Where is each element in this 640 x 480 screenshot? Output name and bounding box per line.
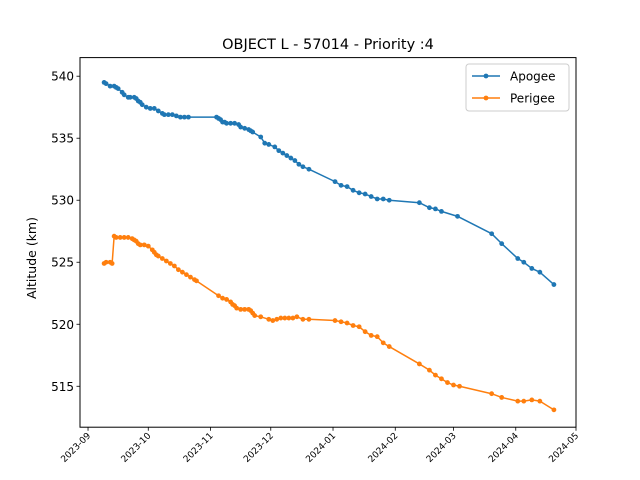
apogee-point	[122, 92, 127, 97]
apogee-point	[339, 183, 344, 188]
apogee-point	[529, 266, 534, 271]
perigee-point	[433, 373, 438, 378]
legend-perigee-label: Perigee	[510, 92, 555, 106]
perigee-point	[357, 324, 362, 329]
apogee-point	[296, 162, 301, 167]
perigee-point	[307, 317, 312, 322]
apogee-point	[104, 81, 109, 86]
apogee-point	[351, 188, 356, 193]
apogee-point	[301, 164, 306, 169]
perigee-point	[188, 275, 193, 280]
perigee-point	[369, 333, 374, 338]
apogee-point	[116, 86, 121, 91]
apogee-point	[381, 197, 386, 202]
apogee-point	[307, 167, 312, 172]
apogee-point	[284, 153, 289, 158]
perigee-point	[387, 344, 392, 349]
y-tick-label: 540	[51, 70, 74, 84]
perigee-point	[552, 407, 557, 412]
apogee-point	[375, 197, 380, 202]
legend-perigee-marker	[484, 96, 489, 101]
apogee-point	[357, 190, 362, 195]
apogee-point	[292, 158, 297, 163]
apogee-point	[156, 109, 161, 114]
perigee-point	[333, 318, 338, 323]
apogee-point	[280, 151, 285, 156]
apogee-point	[455, 214, 460, 219]
apogee-point	[250, 130, 255, 135]
perigee-point	[146, 244, 151, 249]
perigee-point	[529, 398, 534, 403]
perigee-point	[363, 329, 368, 334]
apogee-point	[433, 207, 438, 212]
perigee-point	[194, 278, 199, 283]
perigee-point	[345, 321, 350, 326]
perigee-point	[515, 399, 520, 404]
perigee-point	[110, 261, 115, 266]
perigee-point	[176, 267, 181, 272]
legend: Apogee Perigee	[466, 64, 569, 111]
perigee-point	[427, 368, 432, 373]
y-axis-label: Altitude (km)	[24, 217, 39, 299]
perigee-point	[301, 317, 306, 322]
apogee-point	[552, 282, 557, 287]
perigee-point	[180, 270, 185, 275]
apogee-point	[258, 135, 263, 140]
apogee-point	[499, 241, 504, 246]
apogee-point	[427, 205, 432, 210]
perigee-point	[537, 399, 542, 404]
perigee-point	[339, 319, 344, 324]
perigee-point	[172, 264, 177, 269]
perigee-point	[445, 380, 450, 385]
apogee-point	[266, 142, 271, 147]
apogee-point	[417, 200, 422, 205]
apogee-point	[288, 156, 293, 161]
apogee-point	[333, 179, 338, 184]
perigee-point	[521, 399, 526, 404]
perigee-point	[168, 261, 173, 266]
perigee-point	[224, 297, 229, 302]
perigee-point	[417, 362, 422, 367]
y-tick-label: 535	[51, 132, 74, 146]
legend-apogee-label: Apogee	[510, 70, 556, 84]
apogee-point	[439, 209, 444, 214]
apogee-point	[152, 106, 157, 111]
perigee-point	[381, 340, 386, 345]
perigee-point	[164, 259, 169, 264]
perigee-point	[439, 376, 444, 381]
perigee-point	[499, 395, 504, 400]
legend-apogee-marker	[484, 74, 489, 79]
perigee-point	[375, 334, 380, 339]
perigee-point	[184, 272, 189, 277]
perigee-point	[258, 314, 263, 319]
apogee-point	[272, 145, 277, 150]
perigee-point	[457, 384, 462, 389]
y-tick-label: 525	[51, 256, 74, 270]
perigee-point	[294, 314, 299, 319]
y-tick-label: 520	[51, 318, 74, 332]
perigee-point	[451, 383, 456, 388]
perigee-point	[489, 391, 494, 396]
apogee-point	[515, 256, 520, 261]
apogee-point	[369, 194, 374, 199]
perigee-point	[160, 256, 165, 261]
chart-title: OBJECT L - 57014 - Priority :4	[222, 37, 434, 53]
apogee-point	[387, 198, 392, 203]
perigee-point	[351, 323, 356, 328]
apogee-point	[140, 102, 145, 107]
apogee-point	[186, 115, 191, 120]
apogee-point	[363, 192, 368, 197]
apogee-point	[489, 231, 494, 236]
perigee-point	[252, 313, 257, 318]
apogee-point	[537, 270, 542, 275]
apogee-point	[345, 184, 350, 189]
apogee-point	[276, 148, 281, 153]
y-tick-label: 530	[51, 194, 74, 208]
apogee-point	[521, 260, 526, 265]
perigee-point	[156, 254, 161, 259]
y-tick-label: 515	[51, 380, 74, 394]
perigee-point	[216, 293, 221, 298]
